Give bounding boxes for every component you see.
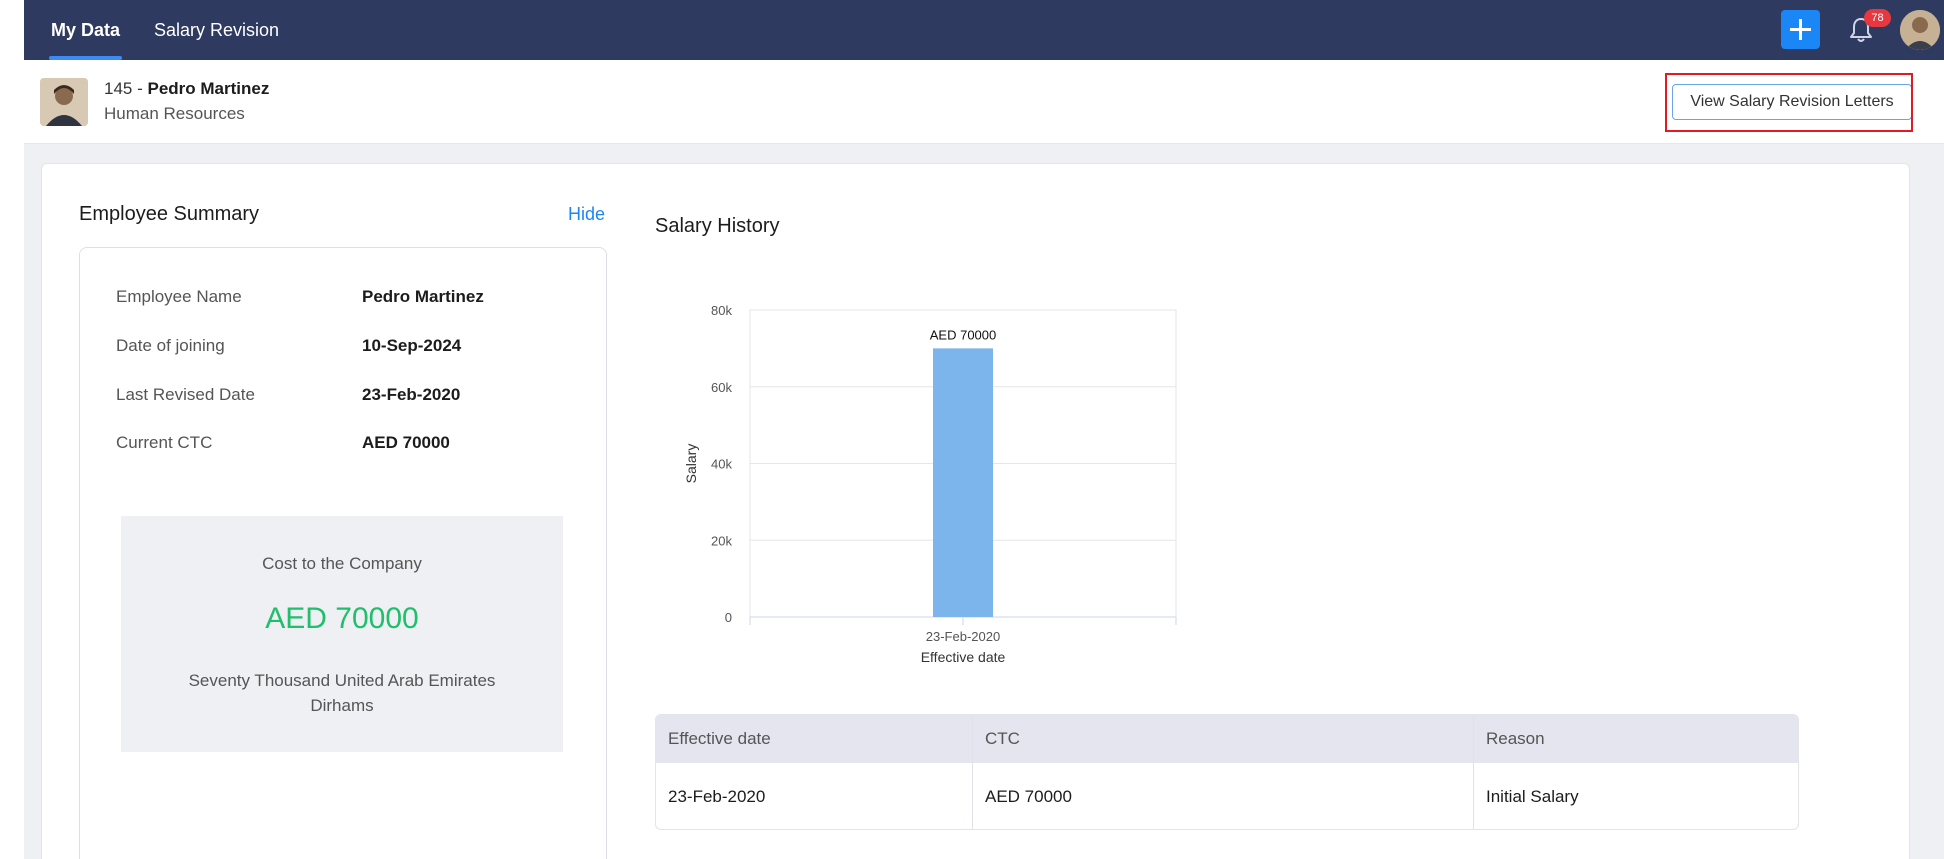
user-avatar[interactable] (1900, 10, 1940, 50)
salary-history-title: Salary History (655, 215, 780, 237)
employee-avatar (40, 78, 88, 126)
ctc-panel (121, 516, 563, 752)
tab-my-data[interactable]: My Data (48, 0, 123, 60)
table-cell-effective-date: 23-Feb-2020 (668, 787, 766, 806)
x-axis-title: Effective date (921, 649, 1006, 665)
salary-history-table: Effective date CTC Reason 23-Feb-2020 AE… (655, 714, 1799, 830)
tab-salary-revision[interactable]: Salary Revision (154, 20, 280, 40)
y-tick-label: 20k (711, 533, 732, 548)
employee-header (24, 60, 1944, 144)
column-divider (1473, 715, 1474, 829)
employee-summary-title: Employee Summary (79, 203, 260, 225)
field-value-employee-name: Pedro Martinez (362, 287, 484, 306)
field-label-last-revised-date: Last Revised Date (116, 385, 255, 404)
y-tick-label: 80k (711, 303, 732, 318)
column-header-reason: Reason (1486, 729, 1545, 748)
hide-link[interactable]: Hide (568, 204, 606, 224)
y-tick-label: 60k (711, 380, 732, 395)
column-header-effective-date: Effective date (668, 729, 771, 748)
bar (933, 348, 993, 617)
x-tick-label: 23-Feb-2020 (926, 629, 1000, 644)
field-label-current-ctc: Current CTC (116, 433, 213, 452)
column-divider (972, 715, 973, 829)
column-header-ctc: CTC (985, 729, 1020, 748)
y-axis-title: Salary (683, 444, 699, 484)
employee-separator: - (132, 79, 148, 98)
view-salary-revision-letters-button[interactable]: View Salary Revision Letters (1672, 84, 1912, 120)
bar-data-label: AED 70000 (930, 327, 997, 342)
notification-badge: 78 (1864, 9, 1891, 27)
employee-department: Human Resources (104, 104, 245, 123)
employee-id: 145 (104, 79, 133, 98)
y-tick-label: 40k (711, 457, 732, 472)
field-label-employee-name: Employee Name (116, 287, 242, 306)
ctc-amount: AED 70000 (265, 602, 419, 635)
table-header (656, 715, 1798, 763)
ctc-label: Cost to the Company (262, 554, 422, 573)
employee-id-name: 145 - Pedro Martinez (104, 79, 269, 99)
y-tick-label: 0 (725, 610, 732, 625)
table-cell-ctc: AED 70000 (985, 787, 1072, 806)
add-button[interactable] (1781, 10, 1820, 49)
employee-name: Pedro Martinez (147, 79, 270, 98)
field-value-current-ctc: AED 70000 (362, 433, 450, 452)
table-cell-reason: Initial Salary (1486, 787, 1579, 806)
field-label-date-of-joining: Date of joining (116, 336, 225, 355)
top-nav-bar (24, 0, 1944, 60)
field-value-last-revised-date: 23-Feb-2020 (362, 385, 461, 404)
field-value-date-of-joining: 10-Sep-2024 (362, 336, 462, 355)
salary-history-chart: 0 20k 40k 60k 80k AED 70000 23-Feb-2020 Effecti… (683, 303, 1177, 665)
ctc-amount-in-words: Seventy Thousand United Arab Emirates Di… (188, 671, 496, 715)
